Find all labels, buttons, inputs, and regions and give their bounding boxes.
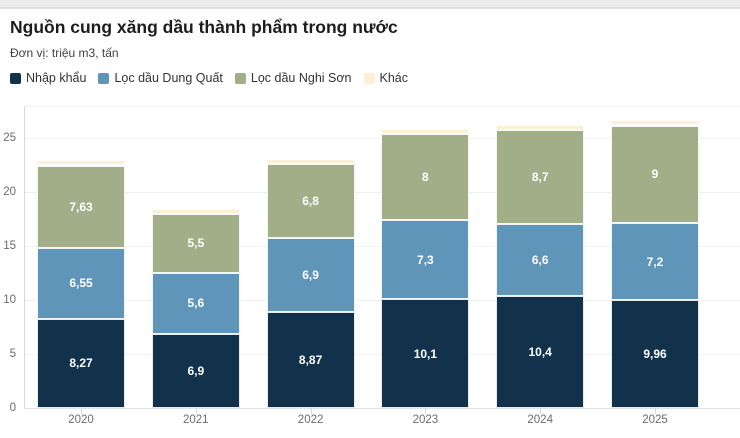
bar-segment-nh-p-kh-u-2021[interactable] <box>151 333 240 408</box>
legend-item: Lọc dầu Nghi Sơn <box>234 71 352 85</box>
bar-value-label: 6,6 <box>531 253 549 267</box>
chart-unit-subtitle: Đơn vị: triệu m3, tấn <box>10 46 119 60</box>
bar-segment-kh-c-2025[interactable] <box>611 119 699 126</box>
bar-value-label: 9,96 <box>643 347 667 362</box>
legend-item: Nhập khẩu <box>10 71 86 85</box>
y-axis-label: 15 <box>3 240 16 252</box>
bar-value-label: 9 <box>651 167 659 182</box>
legend-swatch-icon <box>10 72 21 84</box>
bar-value-label: 6,55 <box>69 276 93 291</box>
bar-segment-l-c-d-u-nghi-s-n-2022[interactable] <box>266 164 355 238</box>
bar-segment-l-c-d-u-dung-qu-t-2025[interactable] <box>611 222 699 301</box>
x-axis-label: 2021 <box>183 414 209 426</box>
x-axis-tick <box>81 408 82 414</box>
legend-item-label: Khác <box>379 71 409 85</box>
legend-item: Lọc dầu Dung Quất <box>98 71 223 85</box>
legend-item: Khác <box>363 71 409 85</box>
bar-segment-kh-c-2022[interactable] <box>266 158 355 165</box>
x-axis-label: 2022 <box>297 414 324 426</box>
bar-segment-l-c-d-u-nghi-s-n-2020[interactable] <box>37 165 125 248</box>
y-axis-label: 20 <box>3 186 16 198</box>
bar-value-label: 6,8 <box>302 194 319 208</box>
y-axis-label: 0 <box>9 402 16 414</box>
bar-segment-nh-p-kh-u-2020[interactable] <box>37 318 125 408</box>
x-axis-label: 2025 <box>642 414 668 426</box>
bar-segment-l-c-d-u-dung-qu-t-2021[interactable] <box>151 273 240 334</box>
x-axis-tick <box>655 408 656 414</box>
x-axis-label: 2020 <box>68 414 94 426</box>
legend-swatch-icon <box>363 72 375 84</box>
y-axis-line <box>24 106 25 408</box>
bar-value-label: 8,27 <box>69 356 93 371</box>
bar-value-label: 8 <box>422 169 429 184</box>
x-axis-label: 2024 <box>527 414 553 426</box>
plot-top-border <box>24 106 740 107</box>
gridline <box>24 408 740 409</box>
bar-segment-kh-c-2021[interactable] <box>151 208 240 214</box>
bar-value-label: 7,2 <box>646 254 664 269</box>
bar-segment-nh-p-kh-u-2024[interactable] <box>496 295 585 408</box>
legend: Nhập khẩu Lọc dầu Dung Quất Lọc dầu Nghi S… <box>10 70 730 86</box>
bar-value-label: 7,63 <box>69 199 93 214</box>
bar-segment-l-c-d-u-dung-qu-t-2020[interactable] <box>37 247 125 319</box>
bar-segment-l-c-d-u-dung-qu-t-2023[interactable] <box>381 220 470 299</box>
bar-segment-l-c-d-u-nghi-s-n-2023[interactable] <box>381 133 470 221</box>
top-border-strip <box>0 0 740 9</box>
bar-segment-nh-p-kh-u-2023[interactable] <box>381 298 470 408</box>
bar-segment-kh-c-2020[interactable] <box>37 159 125 166</box>
x-axis-label: 2023 <box>412 414 439 426</box>
x-axis-tick <box>310 408 312 414</box>
legend-item-label: Lọc dầu Nghi Sơn <box>250 71 352 85</box>
bar-value-label: 6,9 <box>187 363 205 378</box>
x-axis-tick <box>540 408 542 414</box>
y-axis-label: 10 <box>3 294 16 306</box>
bar-segment-l-c-d-u-dung-qu-t-2024[interactable] <box>496 224 585 296</box>
x-axis-tick <box>425 408 427 414</box>
y-axis-label: 25 <box>3 132 16 144</box>
bar-segment-l-c-d-u-nghi-s-n-2025[interactable] <box>611 125 699 223</box>
bar-segment-kh-c-2023[interactable] <box>381 128 470 134</box>
bar-value-label: 5,5 <box>187 236 205 251</box>
legend-item-label: Lọc dầu Dung Quất <box>114 71 223 85</box>
chart-title: Nguồn cung xăng dầu thành phẩm trong nướ… <box>10 17 398 37</box>
bar-segment-nh-p-kh-u-2022[interactable] <box>266 312 355 408</box>
bar-segment-kh-c-2024[interactable] <box>496 125 585 131</box>
y-axis-label: 5 <box>9 348 16 360</box>
bar-segment-l-c-d-u-dung-qu-t-2022[interactable] <box>266 237 355 313</box>
bar-segment-nh-p-kh-u-2025[interactable] <box>611 300 699 408</box>
bar-value-label: 10,4 <box>528 344 552 359</box>
bar-value-label: 8,7 <box>531 170 549 185</box>
legend-item-label: Nhập khẩu <box>26 71 87 85</box>
bar-value-label: 6,9 <box>302 267 319 282</box>
bar-value-label: 7,3 <box>417 252 434 267</box>
bar-value-label: 8,87 <box>298 353 323 368</box>
bar-value-label: 10,1 <box>413 346 438 361</box>
legend-swatch-icon <box>98 72 110 84</box>
x-axis-tick <box>195 408 197 414</box>
bar-segment-l-c-d-u-nghi-s-n-2021[interactable] <box>151 213 240 273</box>
legend-swatch-icon <box>234 72 246 84</box>
bar-segment-l-c-d-u-nghi-s-n-2024[interactable] <box>496 130 585 225</box>
bar-value-label: 5,6 <box>187 296 205 311</box>
